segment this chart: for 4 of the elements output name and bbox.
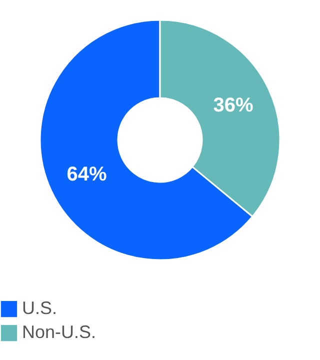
data-label: 64% — [66, 163, 107, 186]
data-label: 36% — [213, 94, 254, 117]
legend-label: U.S. — [22, 298, 58, 318]
legend-label: Non-U.S. — [22, 322, 96, 342]
